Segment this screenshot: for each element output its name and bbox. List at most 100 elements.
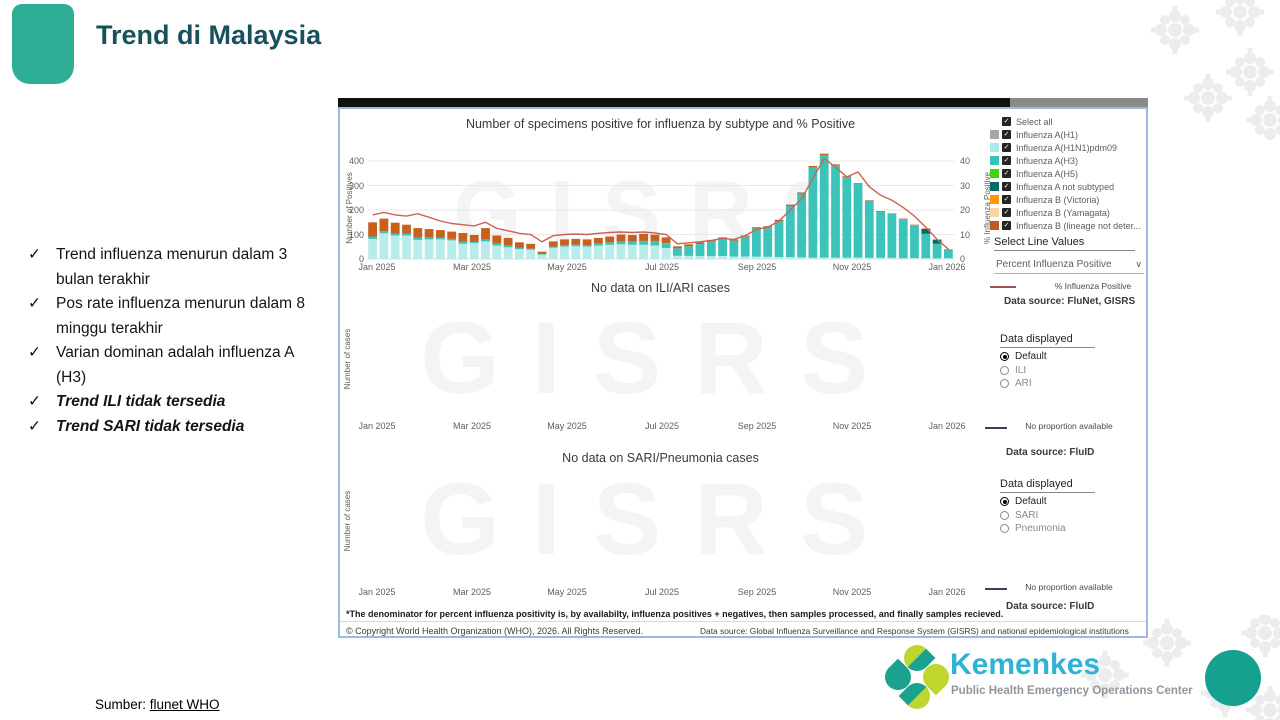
x-tick-label: Jan 2025 xyxy=(358,587,396,597)
legend-item[interactable]: ✓ Influenza A not subtyped xyxy=(990,180,1148,193)
x-tick-label: May 2025 xyxy=(547,262,587,272)
radio-label: SARI xyxy=(1015,509,1039,521)
bullet-item: ✓ Trend SARI tidak tersedia xyxy=(28,415,328,440)
radio-icon[interactable] xyxy=(1000,497,1009,507)
chevron-down-icon: ∨ xyxy=(1135,258,1142,269)
teal-circle-decoration xyxy=(1205,650,1261,706)
x-tick-label: Jan 2025 xyxy=(358,262,396,272)
legend-item[interactable]: ✓ Influenza B (Yamagata) xyxy=(990,206,1148,219)
radio-option-default[interactable]: Default xyxy=(1000,495,1066,509)
checkbox-checked-icon[interactable]: ✓ xyxy=(1002,117,1011,126)
radio-icon[interactable] xyxy=(1000,379,1009,389)
radio-label: ARI xyxy=(1015,378,1032,390)
y-tick-label: 200 xyxy=(348,205,364,215)
legend-item[interactable]: ✓ Influenza B (Victoria) xyxy=(990,193,1148,206)
datasource-footer-text: Data source: Global Influenza Surveillan… xyxy=(700,626,1129,636)
legend-color-swatch xyxy=(990,130,999,139)
bullet-text: Trend ILI tidak tersedia xyxy=(56,393,226,410)
x-tick-label: Mar 2025 xyxy=(452,262,492,272)
footer-divider xyxy=(340,621,1146,622)
x-tick-label: Nov 2025 xyxy=(832,587,872,597)
legend-item[interactable]: ✓ Influenza A(H1N1)pdm09 xyxy=(990,141,1148,154)
datasource-fluid-label-ili: Data source: FluID xyxy=(1006,447,1095,458)
legend-label: Select all xyxy=(1016,116,1053,127)
y-tick-label: 10 xyxy=(960,229,971,240)
legend-color-swatch xyxy=(990,195,999,204)
y-tick-label: 300 xyxy=(348,180,364,191)
batik-pattern-top-right xyxy=(1151,0,1280,140)
x-tick-label: Jul 2025 xyxy=(644,262,680,272)
legend-label: Influenza A not subtyped xyxy=(1016,181,1115,192)
legend-label: Influenza A(H1) xyxy=(1016,129,1079,140)
legend-label: Influenza B (lineage not deter... xyxy=(1016,220,1141,231)
radio-option-ari[interactable]: ARI xyxy=(1000,377,1047,391)
line-values-dropdown[interactable]: Percent Influenza Positive ∨ xyxy=(994,255,1144,274)
legend-label: Influenza A(H3) xyxy=(1016,155,1079,166)
no-proportion-line-swatch xyxy=(985,427,1007,429)
legend-item[interactable]: ✓ Influenza A(H3) xyxy=(990,154,1148,167)
radio-label: Pneumonia xyxy=(1015,523,1066,535)
checkbox-checked-icon[interactable]: ✓ xyxy=(1002,221,1011,230)
x-tick-label: Nov 2025 xyxy=(832,262,872,272)
legend-color-swatch xyxy=(990,208,999,217)
x-tick-label: Mar 2025 xyxy=(452,587,492,597)
radio-group-ili: Default ILI ARI xyxy=(1000,350,1047,391)
y-tick-label: 0 xyxy=(358,254,364,264)
legend-label: Influenza B (Victoria) xyxy=(1016,194,1100,205)
y-tick-label: 400 xyxy=(348,156,364,166)
legend-item[interactable]: ✓ Select all xyxy=(990,115,1148,128)
source-link[interactable]: flunet WHO xyxy=(149,697,220,712)
bullet-text: Pos rate influenza menurun dalam 8 mingg… xyxy=(56,295,306,337)
checkmark-icon: ✓ xyxy=(28,246,41,263)
x-tick-label: Sep 2025 xyxy=(737,262,777,272)
ili-y-axis-label: Number of cases xyxy=(343,328,352,390)
checkbox-checked-icon[interactable]: ✓ xyxy=(1002,182,1011,191)
radio-icon[interactable] xyxy=(1000,352,1009,362)
checkbox-checked-icon[interactable]: ✓ xyxy=(1002,169,1011,178)
no-proportion-line-swatch xyxy=(985,588,1007,590)
checkbox-checked-icon[interactable]: ✓ xyxy=(1002,143,1011,152)
checkbox-checked-icon[interactable]: ✓ xyxy=(1002,195,1011,204)
select-line-values-header: Select Line Values xyxy=(994,236,1135,251)
legend-item[interactable]: ✓ Influenza B (lineage not deter... xyxy=(990,219,1148,232)
source-label: Sumber: xyxy=(95,697,150,712)
x-tick-label: Sep 2025 xyxy=(737,587,777,597)
radio-option-pneumonia[interactable]: Pneumonia xyxy=(1000,522,1066,536)
scrollbar-thumb[interactable] xyxy=(1010,98,1148,107)
radio-option-default[interactable]: Default xyxy=(1000,350,1047,364)
legend-color-swatch xyxy=(990,156,999,165)
percent-positive-line-swatch xyxy=(990,286,1016,288)
radio-label: Default xyxy=(1015,496,1047,508)
checkmark-icon: ✓ xyxy=(28,417,41,435)
legend-label: Influenza A(H1N1)pdm09 xyxy=(1016,142,1118,153)
sari-chart-title: No data on SARI/Pneumonia cases xyxy=(562,451,759,465)
bullet-item: ✓ Trend influenza menurun dalam 3 bulan t… xyxy=(28,243,328,292)
ili-chart-title: No data on ILI/ARI cases xyxy=(591,281,730,295)
report-panel: Number of specimens positive for influen… xyxy=(338,107,1148,638)
x-tick-label: Jul 2025 xyxy=(644,587,680,597)
bullet-item: ✓ Varian dominan adalah influenza A (H3) xyxy=(28,341,328,390)
radio-icon[interactable] xyxy=(1000,510,1009,520)
y-tick-label: 100 xyxy=(348,229,364,240)
checkbox-checked-icon[interactable]: ✓ xyxy=(1002,208,1011,217)
bullet-text: Varian dominan adalah influenza A (H3) xyxy=(56,344,294,386)
radio-icon[interactable] xyxy=(1000,365,1009,375)
x-tick-label: Nov 2025 xyxy=(832,421,872,431)
legend-color-swatch xyxy=(990,182,999,191)
gisrs-watermark: GISRS xyxy=(420,304,901,412)
radio-icon[interactable] xyxy=(1000,524,1009,534)
checkbox-checked-icon[interactable]: ✓ xyxy=(1002,130,1011,139)
radio-option-sari[interactable]: SARI xyxy=(1000,509,1066,523)
source-note: Sumber: flunet WHO xyxy=(95,697,220,712)
no-proportion-label-ili: No proportion available xyxy=(1025,421,1113,431)
checkbox-checked-icon[interactable]: ✓ xyxy=(1002,156,1011,165)
radio-option-ili[interactable]: ILI xyxy=(1000,364,1047,378)
legend-item[interactable]: ✓ Influenza A(H1) xyxy=(990,128,1148,141)
gisrs-watermark: GISRS xyxy=(420,465,901,573)
report-scrollbar[interactable] xyxy=(338,98,1148,107)
bullet-text: Trend influenza menurun dalam 3 bulan te… xyxy=(56,246,288,288)
legend-color-swatch xyxy=(990,221,999,230)
kemenkes-tagline: Public Health Emergency Operations Cente… xyxy=(951,685,1193,697)
legend-item[interactable]: ✓ Influenza A(H5) xyxy=(990,167,1148,180)
percent-positive-line-label: % Influenza Positive xyxy=(1054,281,1132,291)
